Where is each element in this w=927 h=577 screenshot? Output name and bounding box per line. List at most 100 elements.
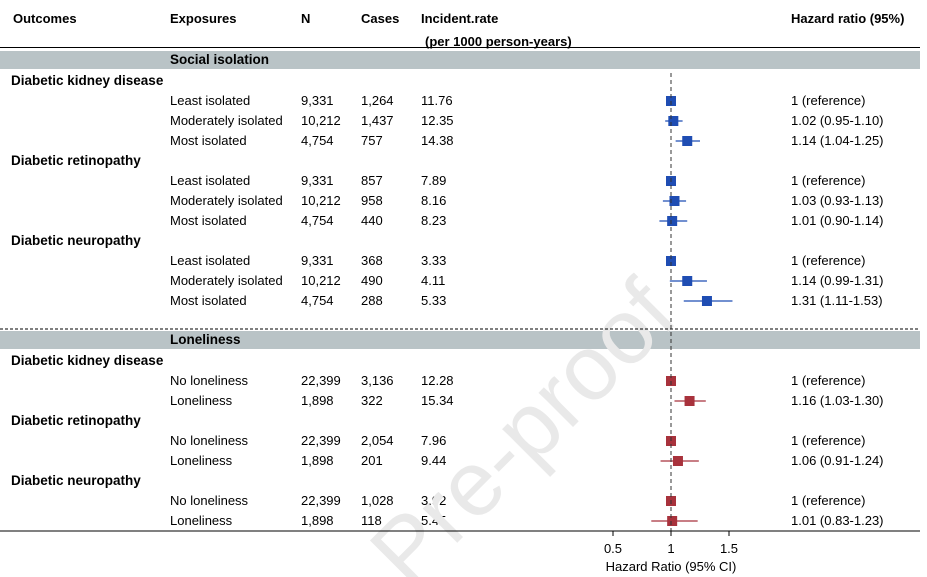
watermark-text: Pre-proof	[351, 261, 695, 577]
cases-value: 1,437	[361, 113, 394, 128]
n-value: 4,754	[301, 213, 334, 228]
cases-value: 288	[361, 293, 383, 308]
rate-value: 9.44	[421, 453, 447, 468]
cases-value: 1,264	[361, 93, 394, 108]
hazard-ratio-text: 1.01 (0.90-1.14)	[791, 213, 884, 228]
hazard-ratio-text: 1 (reference)	[791, 433, 866, 448]
header-cases: Cases	[361, 11, 400, 26]
x-tick-label: 1	[667, 541, 674, 556]
header-rule	[0, 47, 920, 48]
hazard-ratio-text: 1 (reference)	[791, 493, 866, 508]
hr-marker	[672, 456, 683, 466]
rate-value: 3.92	[421, 493, 447, 508]
hr-marker	[666, 256, 676, 266]
cases-value: 368	[361, 253, 383, 268]
cases-value: 322	[361, 393, 383, 408]
outcome-label: Diabetic retinopathy	[11, 413, 141, 428]
header-rate-unit: (per 1000 person-years)	[425, 34, 572, 49]
cases-value: 1,028	[361, 493, 394, 508]
hazard-ratio-text: 1.31 (1.11-1.53)	[791, 293, 883, 308]
cases-value: 958	[361, 193, 383, 208]
exposure-label: Loneliness	[170, 513, 233, 528]
exposure-label: Most isolated	[170, 213, 247, 228]
hr-marker	[669, 196, 680, 206]
rate-value: 4.11	[421, 273, 446, 288]
hazard-ratio-text: 1 (reference)	[791, 373, 866, 388]
n-value: 22,399	[301, 373, 341, 388]
n-value: 1,898	[301, 453, 334, 468]
x-axis-title: Hazard Ratio (95% CI)	[606, 559, 737, 574]
hr-marker	[684, 396, 695, 406]
exposure-label: Least isolated	[170, 253, 251, 268]
n-value: 9,331	[301, 253, 334, 268]
outcome-label: Diabetic kidney disease	[11, 73, 164, 88]
header-n: N	[301, 11, 311, 26]
n-value: 10,212	[301, 273, 341, 288]
n-value: 1,898	[301, 393, 334, 408]
hazard-ratio-text: 1.06 (0.91-1.24)	[791, 453, 884, 468]
hazard-ratio-text: 1.03 (0.93-1.13)	[791, 193, 884, 208]
outcome-label: Diabetic neuropathy	[11, 233, 141, 248]
outcome-label: Diabetic kidney disease	[11, 353, 164, 368]
exposure-label: No loneliness	[170, 493, 249, 508]
rate-value: 8.16	[421, 193, 447, 208]
cases-value: 118	[361, 513, 382, 528]
rate-value: 11.76	[421, 93, 453, 108]
hazard-ratio-text: 1 (reference)	[791, 253, 866, 268]
exposure-label: Moderately isolated	[170, 273, 283, 288]
hazard-ratio-text: 1.16 (1.03-1.30)	[791, 393, 884, 408]
exposure-label: No loneliness	[170, 433, 249, 448]
rate-value: 15.34	[421, 393, 454, 408]
x-tick-label: 0.5	[604, 541, 622, 556]
exposure-label: Moderately isolated	[170, 113, 283, 128]
header-outcomes: Outcomes	[13, 11, 77, 26]
hr-marker	[667, 516, 678, 526]
exposure-label: Loneliness	[170, 453, 233, 468]
exposure-label: No loneliness	[170, 373, 249, 388]
n-value: 4,754	[301, 133, 334, 148]
rate-value: 5.33	[421, 293, 447, 308]
hr-marker	[682, 276, 693, 286]
n-value: 9,331	[301, 93, 334, 108]
hr-marker	[667, 216, 678, 226]
hazard-ratio-text: 1.01 (0.83-1.23)	[791, 513, 884, 528]
n-value: 22,399	[301, 433, 341, 448]
exposure-label: Moderately isolated	[170, 193, 283, 208]
outcome-label: Diabetic neuropathy	[11, 473, 141, 488]
exposure-label: Least isolated	[170, 173, 251, 188]
outcome-label: Diabetic retinopathy	[11, 153, 141, 168]
exposure-label: Loneliness	[170, 393, 233, 408]
cases-value: 440	[361, 213, 383, 228]
hazard-ratio-text: 1 (reference)	[791, 93, 866, 108]
hazard-ratio-text: 1 (reference)	[791, 173, 866, 188]
cases-value: 857	[361, 173, 383, 188]
rate-value: 12.28	[421, 373, 454, 388]
cases-value: 757	[361, 133, 383, 148]
hazard-ratio-text: 1.14 (0.99-1.31)	[791, 273, 884, 288]
header-exposures: Exposures	[170, 11, 237, 26]
section-band	[0, 51, 920, 69]
section-title: Loneliness	[170, 332, 241, 347]
exposure-label: Most isolated	[170, 133, 247, 148]
rate-value: 7.89	[421, 173, 447, 188]
hr-marker	[668, 116, 679, 126]
header-rate: Incident.rate	[421, 11, 499, 26]
n-value: 10,212	[301, 193, 341, 208]
header-hazard-ratio: Hazard ratio (95%)	[791, 11, 905, 26]
hr-marker	[701, 296, 712, 306]
cases-value: 490	[361, 273, 383, 288]
rate-value: 3.33	[421, 253, 447, 268]
rate-value: 8.23	[421, 213, 447, 228]
n-value: 22,399	[301, 493, 341, 508]
n-value: 9,331	[301, 173, 334, 188]
cases-value: 3,136	[361, 373, 394, 388]
section-band	[0, 331, 920, 349]
cases-value: 2,054	[361, 433, 394, 448]
n-value: 10,212	[301, 113, 341, 128]
x-tick-label: 1.5	[720, 541, 738, 556]
exposure-label: Most isolated	[170, 293, 247, 308]
n-value: 4,754	[301, 293, 334, 308]
rate-value: 7.96	[421, 433, 447, 448]
